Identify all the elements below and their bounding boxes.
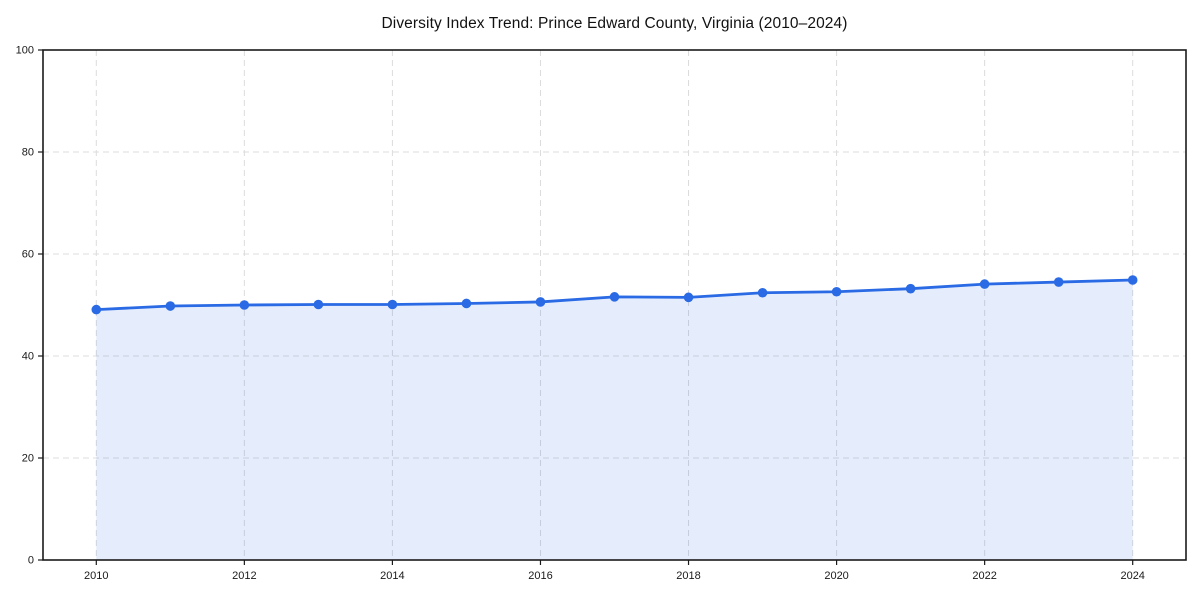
axis-ticks: 0 20 40 60 80 100 2010 2012 2014 2016 2018 2020 2022… bbox=[16, 45, 1145, 582]
y-tick-label: 40 bbox=[22, 351, 34, 363]
plot-border bbox=[42, 49, 1187, 561]
data-point bbox=[387, 299, 398, 310]
series-markers bbox=[91, 275, 1138, 315]
data-point bbox=[91, 304, 102, 315]
x-tick-label: 2014 bbox=[380, 570, 404, 582]
data-point bbox=[535, 297, 546, 307]
x-tick-label: 2018 bbox=[676, 570, 700, 582]
chart-title: Diversity Index Trend: Prince Edward Cou… bbox=[381, 15, 848, 32]
data-point bbox=[313, 299, 324, 310]
data-point bbox=[609, 292, 620, 302]
x-tick-label: 2012 bbox=[232, 570, 256, 582]
x-tick-label: 2016 bbox=[528, 570, 552, 582]
data-point bbox=[757, 287, 768, 298]
data-point bbox=[1053, 277, 1064, 287]
x-tick-label: 2010 bbox=[84, 570, 108, 582]
data-point bbox=[979, 279, 990, 289]
x-tick-label: 2020 bbox=[824, 570, 848, 582]
data-point bbox=[239, 300, 250, 310]
y-tick-label: 60 bbox=[22, 249, 34, 261]
x-tick-label: 2024 bbox=[1120, 570, 1144, 582]
y-tick-label: 20 bbox=[22, 453, 34, 465]
data-point bbox=[905, 283, 916, 294]
data-point bbox=[165, 301, 176, 311]
data-point bbox=[831, 286, 842, 297]
data-point bbox=[461, 298, 472, 309]
x-tick-label: 2022 bbox=[972, 570, 996, 582]
y-tick-label: 80 bbox=[22, 147, 34, 159]
data-point bbox=[1127, 275, 1138, 285]
series-area-fill bbox=[96, 280, 1133, 560]
y-tick-label: 100 bbox=[16, 45, 34, 57]
y-tick-label: 0 bbox=[28, 555, 34, 567]
data-point bbox=[683, 292, 694, 303]
